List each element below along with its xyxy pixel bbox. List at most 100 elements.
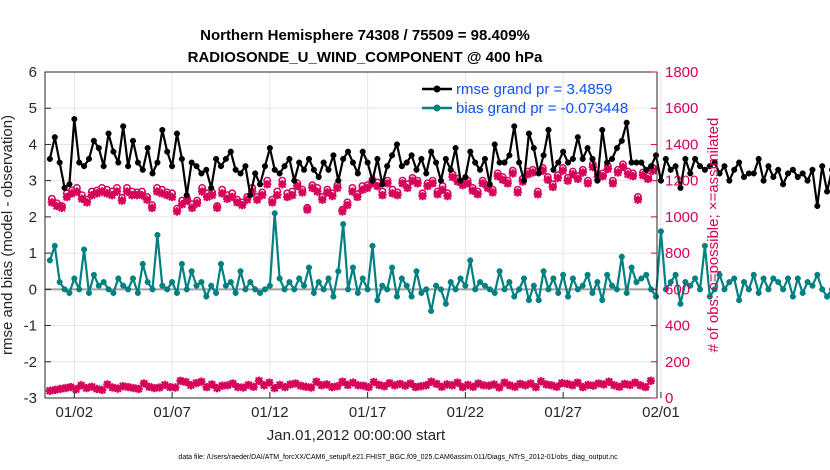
bias-marker xyxy=(819,286,826,293)
rmse-marker xyxy=(183,192,190,199)
y2-tick-label: 800 xyxy=(665,245,690,262)
rmse-marker xyxy=(413,166,420,173)
y2-tick-label: 1600 xyxy=(665,100,698,117)
obs-assimilated-marker xyxy=(648,166,658,175)
rmse-marker xyxy=(76,159,83,166)
rmse-marker xyxy=(648,163,655,170)
obs-bottom-marker xyxy=(280,382,290,392)
obs-bottom-marker xyxy=(259,381,269,390)
rmse-marker xyxy=(789,166,796,173)
obs-assimilated-marker xyxy=(423,181,432,191)
bias-marker xyxy=(129,275,137,282)
rmse-marker xyxy=(349,159,357,166)
obs-bottom-marker xyxy=(343,380,352,390)
obs-bottom-marker xyxy=(87,382,96,391)
obs-bottom-marker xyxy=(312,377,321,386)
rmse-marker xyxy=(555,159,562,166)
obs-assimilated-marker xyxy=(212,203,222,212)
rmse-marker xyxy=(237,170,244,177)
bias-marker xyxy=(428,308,435,315)
rmse-marker xyxy=(750,170,757,177)
bias-marker xyxy=(789,293,796,300)
bias-marker xyxy=(227,279,234,286)
obs-assimilated-marker xyxy=(493,171,502,181)
obs-bottom-marker xyxy=(589,381,598,390)
bias-marker xyxy=(525,297,532,304)
obs-bottom-marker xyxy=(254,376,264,385)
rmse-marker xyxy=(740,173,748,181)
obs-bottom-marker xyxy=(432,379,441,389)
bias-marker xyxy=(208,282,215,289)
rmse-marker xyxy=(765,163,772,170)
rmse-marker xyxy=(330,152,337,159)
bias-marker xyxy=(291,286,298,293)
obs-bottom-marker xyxy=(317,381,326,390)
bias-marker xyxy=(257,289,264,297)
rmse-marker xyxy=(100,163,107,170)
bias-marker xyxy=(501,286,508,293)
obs-assimilated-marker xyxy=(313,187,322,196)
bias-marker xyxy=(530,282,537,289)
obs-assimilated-marker xyxy=(92,189,102,198)
obs-assimilated-marker xyxy=(613,168,623,177)
rmse-marker xyxy=(721,163,728,170)
bias-marker xyxy=(115,275,122,282)
rmse-marker xyxy=(286,155,293,162)
obs-assimilated-marker xyxy=(288,190,297,200)
obs-assimilated-marker xyxy=(142,195,152,204)
bias-marker xyxy=(574,286,581,293)
rmse-marker xyxy=(217,163,225,170)
bias-marker xyxy=(731,275,738,282)
bias-marker xyxy=(359,275,366,282)
bias-marker xyxy=(193,282,200,289)
obs-bottom-marker xyxy=(468,382,478,391)
rmse-marker xyxy=(457,177,464,184)
rmse-marker xyxy=(535,170,542,177)
rmse-marker xyxy=(310,166,317,173)
rmse-marker xyxy=(579,155,586,162)
obs-bottom-marker xyxy=(134,384,143,394)
obs-bottom-marker xyxy=(155,383,164,392)
bias-marker xyxy=(374,297,381,304)
bias-marker xyxy=(51,242,58,249)
obs-assimilated-marker xyxy=(147,203,157,212)
rmse-marker xyxy=(169,163,176,170)
obs-bottom-marker xyxy=(275,380,284,390)
obs-assimilated-marker xyxy=(177,200,187,209)
legend-marker-rmse xyxy=(433,85,441,93)
bias-marker xyxy=(310,289,317,297)
obs-bottom-marker xyxy=(583,380,593,390)
obs-bottom-marker xyxy=(531,382,541,392)
bias-marker xyxy=(638,275,645,282)
obs-bottom-marker xyxy=(463,380,473,390)
obs-bottom-marker xyxy=(291,379,300,388)
obs-bottom-marker xyxy=(374,380,384,390)
rmse-marker xyxy=(574,134,581,141)
bias-marker xyxy=(164,286,171,293)
bias-marker xyxy=(682,279,689,286)
obs-assimilated-marker xyxy=(122,187,132,196)
rmse-marker xyxy=(232,166,239,173)
bias-marker xyxy=(134,289,141,297)
bias-marker xyxy=(203,293,210,300)
bias-marker xyxy=(398,275,405,282)
bias-marker xyxy=(667,279,674,286)
plot-area xyxy=(45,72,657,398)
rmse-marker xyxy=(481,155,488,162)
obs-bottom-marker xyxy=(139,379,149,388)
rmse-marker xyxy=(345,148,352,155)
obs-assimilated-marker xyxy=(127,190,137,200)
obs-bottom-marker xyxy=(578,382,588,392)
bias-marker xyxy=(716,271,723,278)
x-tick-label: 01/22 xyxy=(447,404,485,421)
obs-bottom-marker xyxy=(615,382,624,391)
bias-marker xyxy=(100,279,107,286)
obs-assimilated-marker xyxy=(548,182,557,192)
obs-assimilated-marker xyxy=(62,192,72,202)
bias-marker xyxy=(633,279,640,286)
rmse-marker xyxy=(819,163,826,170)
bias-marker xyxy=(242,286,249,293)
rmse-marker xyxy=(613,145,620,152)
obs-bottom-marker xyxy=(395,379,405,389)
